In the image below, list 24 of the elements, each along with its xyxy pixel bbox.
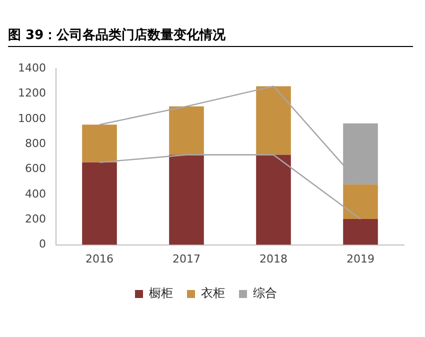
y-tick-label: 400 (24, 187, 46, 200)
y-tick-label: 600 (24, 162, 46, 176)
x-tick-label: 2019 (346, 252, 374, 266)
y-tick-label: 800 (24, 136, 46, 150)
bar (169, 154, 204, 245)
bar (343, 184, 378, 219)
bar (82, 162, 117, 245)
y-tick-label: 1400 (18, 61, 46, 74)
chart-title: 图 39：公司各品类门店数量变化情况 (8, 26, 226, 44)
bar (256, 86, 291, 155)
bar (169, 106, 204, 155)
legend-label: 橱柜 (149, 286, 173, 300)
y-tick-label: 1200 (18, 86, 46, 100)
bar (256, 154, 291, 245)
x-tick-label: 2018 (260, 252, 288, 266)
x-tick-label: 2016 (85, 252, 114, 266)
legend-label: 综合 (253, 286, 277, 300)
legend-label: 衣柜 (201, 286, 225, 300)
x-tick-label: 2017 (172, 252, 200, 266)
y-tick-label: 0 (38, 238, 46, 251)
bar (82, 124, 117, 162)
bar (343, 219, 378, 245)
y-tick-label: 1000 (18, 112, 46, 125)
y-tick-label: 200 (24, 212, 46, 226)
